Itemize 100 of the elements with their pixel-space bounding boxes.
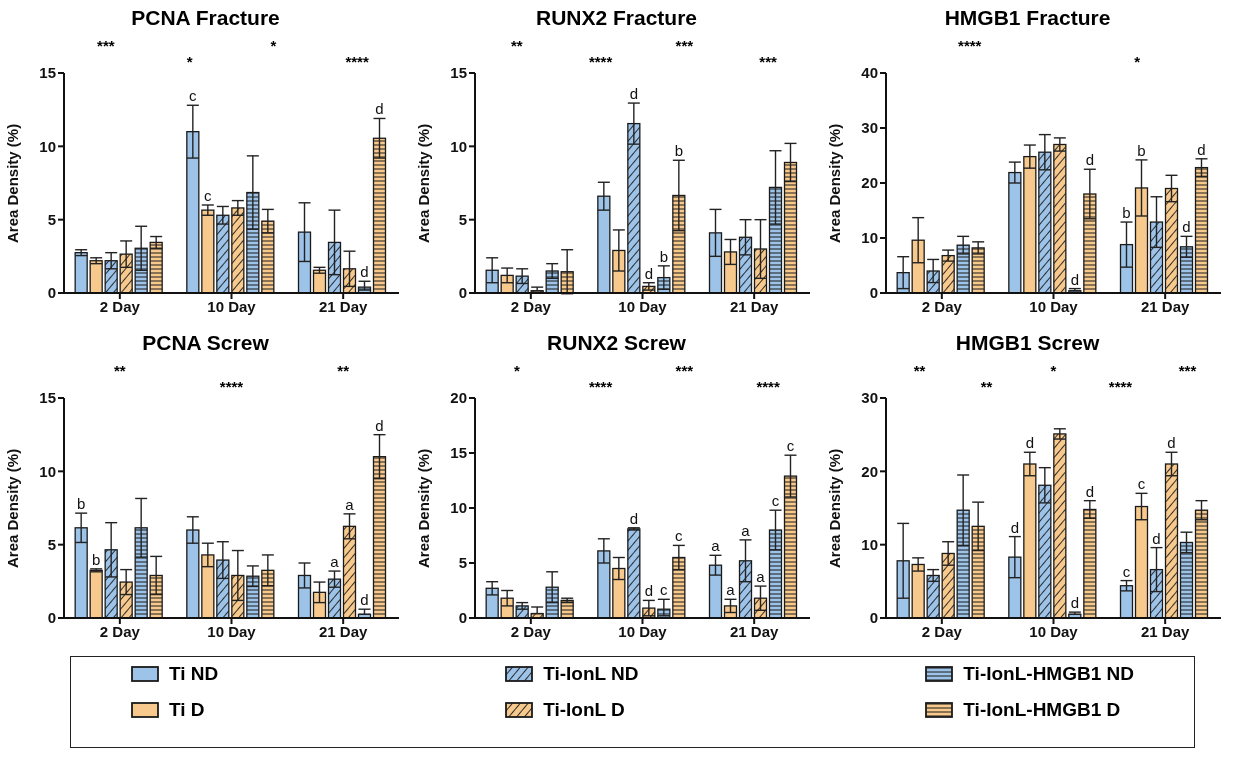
data-label: a (345, 495, 355, 513)
legend-label: Ti-IonL D (543, 699, 625, 721)
y-tick-label: 30 (861, 119, 878, 137)
x-tick-label: 2 Day (921, 297, 963, 315)
data-label: d (360, 263, 369, 281)
text: *** (97, 37, 115, 54)
y-tick-label: 5 (47, 535, 56, 553)
x-tick-label: 21 Day (1140, 297, 1191, 315)
data-label: d (1085, 151, 1095, 169)
chart-title: RUNX2 Screw (546, 330, 687, 356)
data-label: c (1137, 475, 1146, 493)
y-tick-label: 0 (869, 284, 878, 302)
x-tick-label: 21 Day (729, 297, 780, 315)
y-tick-label: 0 (47, 609, 56, 627)
text: *** (1178, 362, 1197, 379)
y-tick-label: 40 (861, 64, 878, 82)
data-label: d (644, 582, 654, 600)
x-tick-label: 2 Day (510, 297, 552, 315)
legend-label: Ti-IonL-HMGB1 D (963, 699, 1121, 721)
x-tick-label: 2 Day (99, 622, 141, 640)
data-label: c (660, 581, 669, 599)
data-label: b (91, 550, 101, 568)
text: **** (588, 53, 613, 70)
text: * (1134, 53, 1141, 70)
y-tick-label: 0 (869, 609, 878, 627)
text: ** (913, 362, 926, 379)
y-tick-label: 5 (458, 210, 467, 228)
y-tick-label: 10 (39, 462, 56, 480)
data-label: b (674, 142, 684, 160)
text: ** (980, 378, 993, 395)
data-label: b (76, 495, 86, 513)
y-tick-label: 0 (458, 284, 467, 302)
y-tick-label: 0 (47, 284, 56, 302)
data-label: a (741, 521, 751, 539)
data-label: d (644, 264, 654, 282)
x-tick-label: 2 Day (510, 622, 552, 640)
text: *** (675, 362, 694, 379)
text: * (513, 362, 520, 379)
y-tick-label: 10 (39, 137, 56, 155)
data-label: b (1122, 204, 1131, 222)
chart-title: PCNA Screw (141, 330, 270, 356)
text: * (186, 53, 193, 70)
data-label: d (1085, 482, 1095, 500)
y-tick-label: 0 (458, 609, 467, 627)
y-axis-title: Area Density (%) (415, 448, 433, 568)
y-tick-label: 5 (458, 554, 467, 572)
data-label: a (711, 537, 721, 555)
y-axis-title: Area Density (%) (4, 448, 22, 568)
data-label: d (1010, 518, 1020, 536)
data-label: b (659, 247, 669, 265)
data-label: d (360, 591, 369, 609)
chart-title: HMGB1 Fracture (943, 5, 1112, 31)
y-tick-label: 15 (450, 444, 467, 462)
text: **** (756, 378, 780, 395)
x-tick-label: 2 Day (99, 297, 141, 315)
data-label: d (375, 416, 384, 434)
data-label: c (189, 87, 198, 105)
y-tick-label: 20 (450, 389, 467, 407)
y-tick-label: 20 (861, 174, 878, 192)
x-tick-label: 10 Day (1029, 297, 1079, 315)
x-tick-label: 21 Day (1140, 622, 1191, 640)
data-label: d (629, 509, 639, 527)
y-axis-title: Area Density (%) (826, 123, 844, 243)
data-label: c (204, 187, 213, 204)
text: **** (219, 378, 244, 395)
text: ** (337, 362, 350, 379)
text: *** (759, 53, 777, 70)
text: ** (113, 362, 126, 379)
data-label: d (1025, 434, 1035, 452)
x-tick-label: 10 Day (618, 622, 668, 640)
data-label: c (771, 492, 780, 510)
data-label: d (1197, 140, 1206, 158)
data-label: d (1167, 434, 1176, 452)
y-tick-label: 5 (47, 210, 56, 228)
y-tick-label: 15 (39, 64, 56, 82)
x-tick-label: 10 Day (618, 297, 668, 315)
text: ** (511, 37, 523, 54)
y-axis-title: Area Density (%) (826, 448, 844, 568)
x-tick-label: 21 Day (318, 622, 369, 640)
data-label: a (330, 553, 340, 571)
data-label: d (1182, 218, 1191, 236)
data-label: a (726, 581, 736, 599)
data-label: d (1152, 529, 1161, 547)
y-tick-label: 20 (861, 462, 878, 480)
text: **** (1108, 378, 1133, 395)
y-tick-label: 10 (861, 535, 878, 553)
x-tick-label: 10 Day (207, 622, 257, 640)
legend-label: Ti D (169, 699, 205, 721)
y-tick-label: 10 (450, 137, 467, 155)
legend-label: Ti-IonL ND (543, 663, 639, 685)
data-label: d (1070, 594, 1080, 612)
data-label: b (1137, 141, 1146, 159)
chart-title: PCNA Fracture (130, 5, 281, 31)
y-tick-label: 15 (39, 389, 56, 407)
chart-title: HMGB1 Screw (954, 330, 1101, 356)
y-axis-title: Area Density (%) (415, 123, 433, 243)
x-tick-label: 10 Day (1029, 622, 1079, 640)
text: **** (345, 53, 369, 70)
data-label: d (1070, 270, 1080, 288)
x-tick-label: 2 Day (921, 622, 963, 640)
